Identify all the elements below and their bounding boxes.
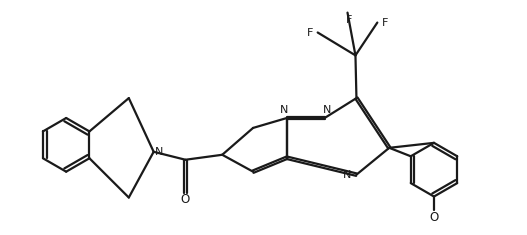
Text: O: O (430, 211, 438, 224)
Text: N: N (280, 105, 289, 114)
Text: F: F (346, 15, 353, 25)
Text: F: F (307, 27, 314, 38)
Text: F: F (382, 18, 388, 27)
Text: O: O (181, 192, 190, 206)
Text: N: N (323, 105, 331, 114)
Text: N: N (154, 147, 163, 157)
Text: N: N (343, 170, 352, 180)
